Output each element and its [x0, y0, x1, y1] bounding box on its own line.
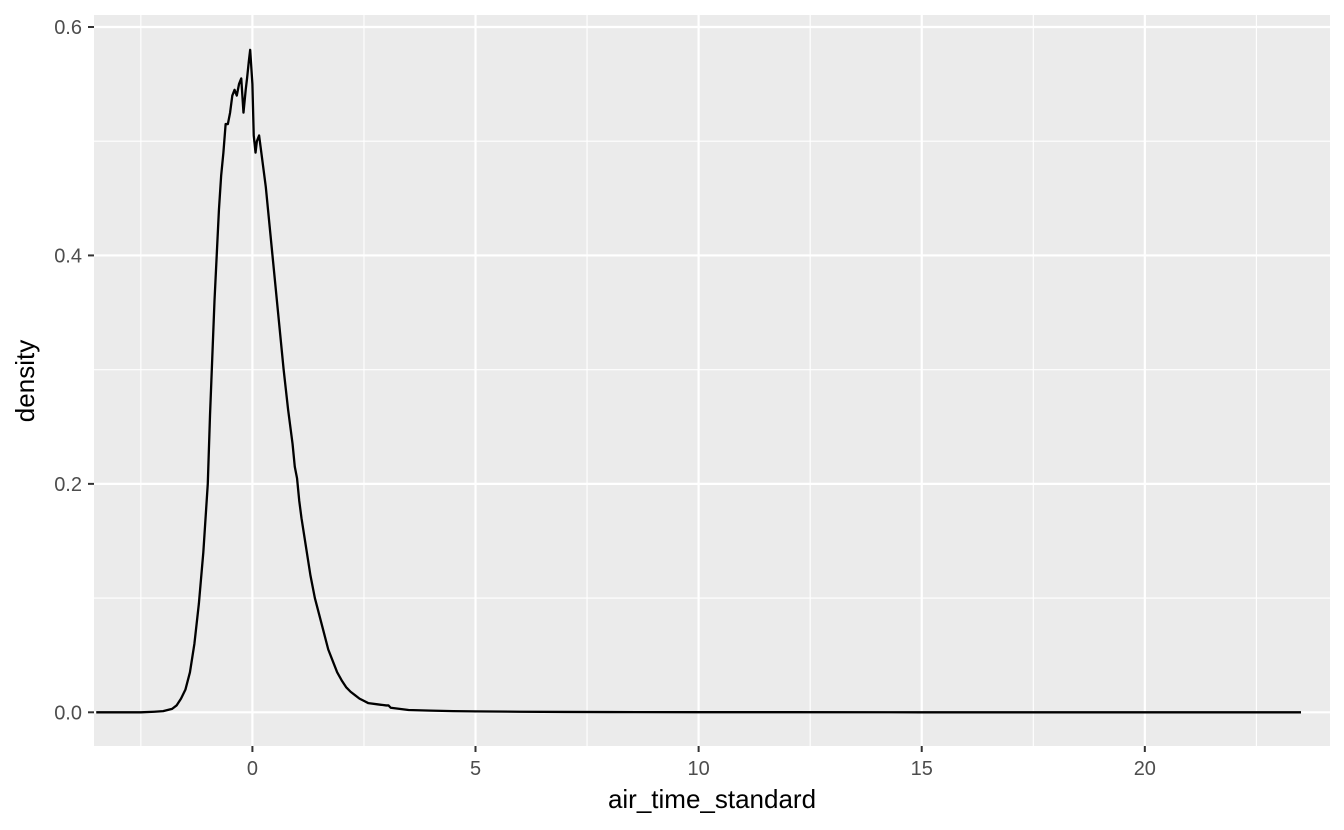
x-tick-label: 0: [247, 758, 258, 780]
y-axis: 0.0 0.2 0.4 0.6: [54, 17, 94, 724]
x-tick-label: 5: [470, 758, 481, 780]
x-tick-label: 15: [911, 758, 933, 780]
y-tick-label: 0.0: [54, 702, 82, 724]
plot-panel: [94, 15, 1330, 746]
x-tick-label: 10: [687, 758, 709, 780]
y-axis-title: density: [10, 340, 40, 422]
y-tick-label: 0.6: [54, 17, 82, 39]
x-axis-title: air_time_standard: [608, 784, 816, 814]
series-layer: [96, 48, 1301, 714]
x-tick-label: 20: [1134, 758, 1156, 780]
y-tick-label: 0.4: [54, 245, 82, 267]
density-line: [96, 48, 1301, 714]
x-axis: 0 5 10 15 20: [247, 746, 1156, 780]
minor-gridlines: [94, 15, 1330, 746]
y-tick-label: 0.2: [54, 474, 82, 496]
